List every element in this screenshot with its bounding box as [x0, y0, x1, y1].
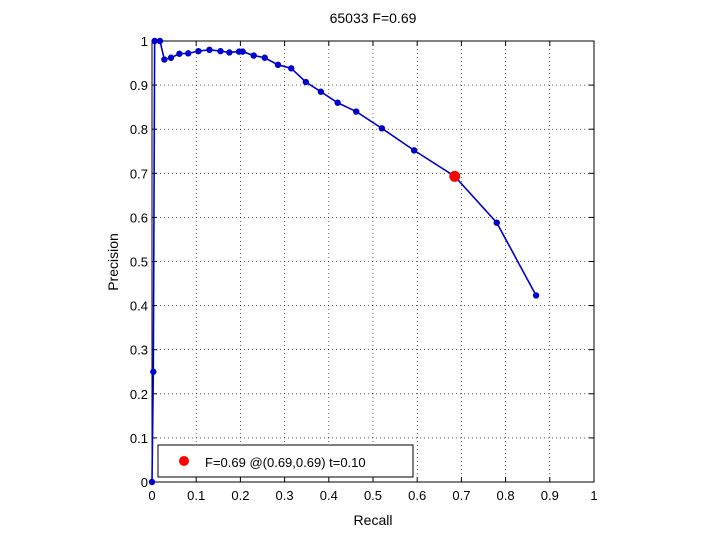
data-point [156, 37, 164, 45]
chart-title: 65033 F=0.69 [330, 10, 417, 26]
y-tick-label: 0.3 [130, 343, 148, 358]
y-tick-label: 0.6 [130, 210, 148, 225]
x-tick-label: 0.7 [452, 488, 470, 503]
data-point [250, 52, 257, 59]
data-point [302, 78, 310, 86]
y-tick-label: 0.9 [130, 78, 148, 93]
data-point [239, 48, 246, 55]
data-point [261, 54, 268, 61]
legend-marker [179, 456, 189, 466]
highlight-group [449, 170, 461, 182]
grid-lines [152, 41, 594, 482]
data-point [151, 37, 158, 45]
x-axis-label: Recall [354, 512, 393, 528]
data-point [217, 47, 224, 55]
y-axis-label: Precision [105, 233, 121, 291]
x-tick-label: 0.6 [408, 488, 426, 503]
data-point [167, 54, 175, 61]
data-point [185, 50, 192, 57]
legend: F=0.69 @(0.69,0.69) t=0.10 [157, 444, 414, 478]
data-point [176, 50, 183, 57]
data-point [288, 65, 295, 72]
data-point [532, 292, 540, 299]
data-point [226, 49, 233, 56]
y-tick-label: 0.8 [130, 122, 148, 137]
series-group [148, 37, 540, 486]
data-point [493, 219, 500, 226]
x-tick-label: 0.5 [364, 488, 382, 503]
x-tick-label: 0.3 [276, 488, 294, 503]
data-point [206, 46, 213, 54]
data-point [317, 88, 325, 95]
legend-entry-label: F=0.69 @(0.69,0.69) t=0.10 [205, 455, 366, 470]
x-tick-label: 1 [590, 488, 597, 503]
data-point [410, 147, 418, 154]
data-point [195, 47, 202, 55]
data-point [334, 99, 341, 106]
y-tick-label: 0.7 [130, 166, 148, 181]
data-point [150, 368, 157, 375]
x-tick-label: 0.4 [320, 488, 338, 503]
x-tick-label: 0.2 [231, 488, 249, 503]
y-tick-label: 0.2 [130, 387, 148, 402]
y-tick-label: 0.5 [130, 255, 148, 270]
data-point [274, 61, 282, 69]
axis-ticks: 0 0.1 0.2 0.3 0.4 0.5 0.6 0.7 0.8 0.9 1 0 0.1 0.2 0.3 0… [130, 34, 598, 503]
x-tick-label: 0.9 [541, 488, 559, 503]
data-point [378, 125, 386, 132]
y-tick-label: 1 [141, 34, 148, 49]
x-tick-label: 0.1 [187, 488, 205, 503]
legend-box [157, 444, 414, 478]
y-tick-label: 0.1 [130, 431, 148, 446]
data-point [148, 478, 156, 486]
data-point [161, 56, 168, 63]
y-tick-label: 0 [141, 475, 148, 490]
x-tick-label: 0.8 [497, 488, 515, 503]
x-tick-label: 0 [148, 488, 155, 503]
data-point [353, 108, 360, 115]
y-tick-label: 0.4 [130, 299, 148, 314]
best-f-point [449, 170, 461, 182]
